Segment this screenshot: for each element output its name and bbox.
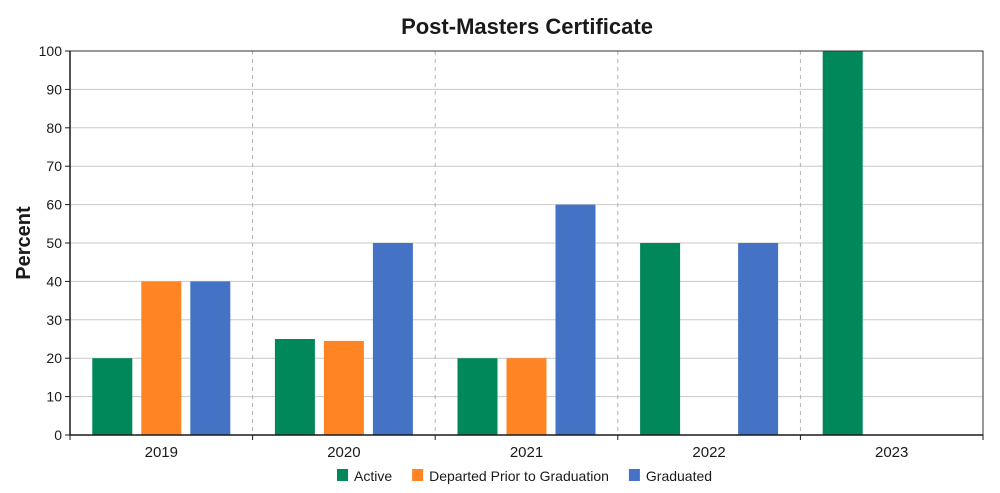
y-tick-label: 0	[54, 427, 62, 443]
legend: Active Departed Prior to Graduation Gradua…	[337, 468, 712, 484]
x-tick-label: 2020	[327, 444, 360, 461]
chart-title: Post-Masters Certificate	[401, 14, 653, 39]
bar-2020-active	[274, 339, 315, 435]
x-tick-label: 2023	[875, 444, 908, 461]
x-tick-label: 2021	[510, 444, 543, 461]
y-tick-label: 70	[46, 158, 62, 174]
bar-2020-graduated	[372, 243, 413, 435]
y-tick-label: 40	[46, 273, 62, 289]
y-tick-label: 60	[46, 197, 62, 213]
y-tick-label: 100	[39, 43, 63, 59]
x-tick-label: 2022	[692, 444, 725, 461]
bar-2021-graduated	[555, 204, 596, 435]
y-ticks: 0 10 20 30 40 50 60 70 80 90 100	[39, 43, 70, 443]
legend-swatch-graduated	[628, 469, 640, 481]
bar-2020-departed-prior-to-graduation	[323, 340, 364, 435]
x-ticks: 2019 2020 2021 2022 2023	[69, 435, 984, 461]
legend-swatch-active	[337, 469, 348, 481]
bar-2023-active	[822, 51, 863, 435]
y-tick-label: 50	[46, 235, 62, 251]
legend-label-graduated: Graduated	[646, 468, 712, 484]
bar-2019-active	[92, 358, 133, 435]
y-tick-label: 20	[46, 350, 62, 366]
legend-swatch-departed-prior-to-graduation	[412, 469, 424, 481]
y-tick-label: 90	[46, 81, 62, 97]
legend-label-active: Active	[354, 468, 392, 484]
bar-2019-graduated	[190, 281, 231, 435]
bar-2021-active	[457, 358, 498, 435]
bar-2022-graduated	[738, 243, 779, 435]
bar-2022-active	[640, 243, 681, 435]
y-axis-label: Percent	[13, 206, 35, 280]
bar-2019-departed-prior-to-graduation	[141, 281, 182, 435]
y-tick-label: 10	[46, 389, 62, 405]
bars	[92, 51, 863, 435]
bar-2021-departed-prior-to-graduation	[506, 358, 547, 435]
y-tick-label: 30	[46, 312, 62, 328]
legend-label-departed-prior-to-graduation: Departed Prior to Graduation	[429, 468, 609, 484]
x-tick-label: 2019	[145, 444, 178, 461]
y-tick-label: 80	[46, 120, 62, 136]
